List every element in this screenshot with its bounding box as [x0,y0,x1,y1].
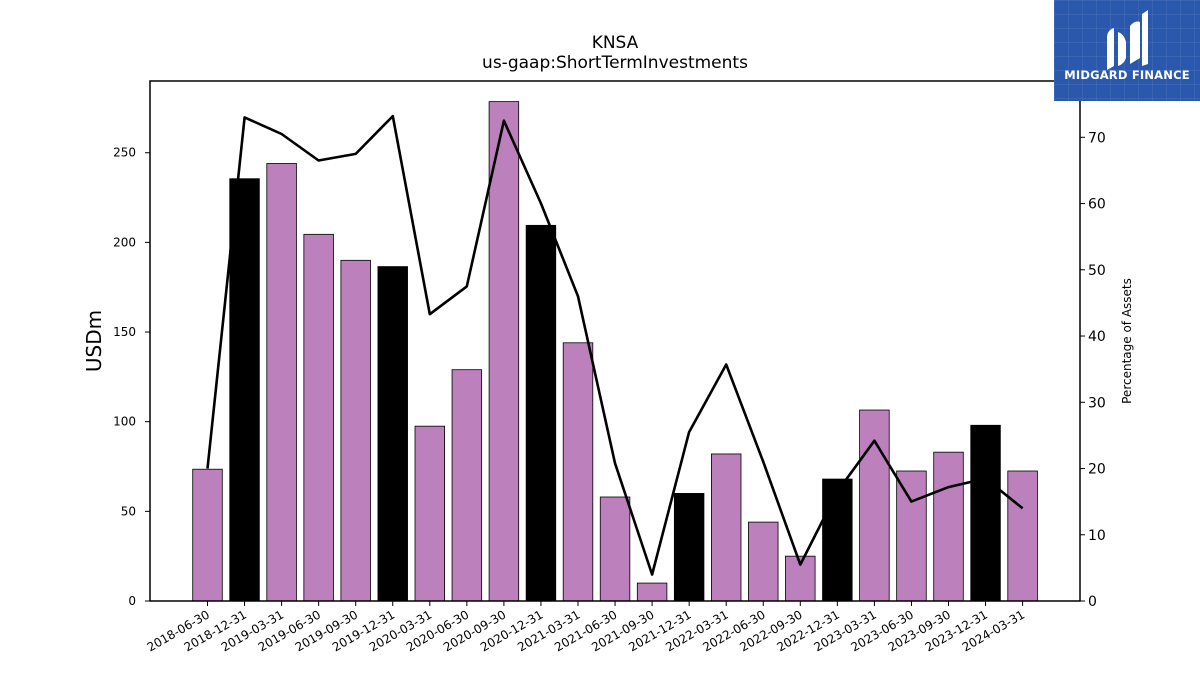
bar-2019-09-30 [340,259,371,602]
bar-2021-03-31 [562,342,594,602]
bar-2023-12-31 [970,424,1001,602]
midgard-finance-logo: MIDGARD FINANCE [1054,0,1200,101]
line-group [206,114,1024,576]
y-tick-label: 100 [113,415,136,429]
bar-2023-06-30 [896,470,927,602]
bar-2021-06-30 [599,496,631,602]
y2-tick-label: 70 [1088,130,1106,146]
bar-2023-03-31 [859,409,890,602]
bar-2023-09-30 [933,451,964,602]
y2-tick-label: 60 [1088,197,1106,213]
y-tick-label: 150 [113,325,136,339]
y2-tick-label: 50 [1088,263,1106,279]
logo-text: MIDGARD FINANCE [1064,68,1190,82]
y-tick-label: 250 [113,146,136,160]
bar-2020-06-30 [451,369,483,602]
chart-title: KNSA [592,33,639,53]
bar-2024-03-31 [1007,470,1038,602]
bar-group [192,101,1038,602]
y2-tick-label: 10 [1088,528,1106,544]
left-axis-ticks: 0 50 100 150 200 250 [113,146,150,608]
bar-2019-12-31 [377,266,408,602]
bar-2022-12-31 [822,478,853,602]
logo-mark-icon [1107,10,1148,70]
bar-2018-06-30 [192,468,223,602]
bar-2020-09-30 [488,101,520,602]
bar-2018-12-31 [229,178,260,602]
right-axis-ticks: 0 10 20 30 40 50 60 70 [1080,130,1106,610]
y2-tick-label: 0 [1088,594,1097,610]
chart-subtitle: us-gaap:ShortTermInvestments [482,53,748,73]
y2-tick-label: 20 [1088,462,1106,478]
bar-2022-03-31 [711,453,742,602]
bar-2022-06-30 [748,521,779,602]
bar-2019-06-30 [303,233,334,602]
y2-axis-label: Percentage of Assets [1120,278,1134,404]
y2-tick-label: 30 [1088,395,1106,411]
bar-2020-03-31 [414,425,446,602]
y-axis-label: USDm [82,310,106,372]
percentage-line [206,114,1024,576]
y-tick-label: 200 [113,235,136,249]
y-tick-label: 0 [128,594,136,608]
bar-2021-12-31 [673,493,705,602]
y2-tick-label: 40 [1088,329,1106,345]
bar-2021-09-30 [636,582,668,602]
bar-2020-12-31 [525,224,557,602]
bar-2019-03-31 [266,163,297,602]
x-axis-ticks: 2018-06-302018-12-312019-03-312019-06-30… [145,601,1027,654]
y-tick-label: 50 [121,504,136,518]
